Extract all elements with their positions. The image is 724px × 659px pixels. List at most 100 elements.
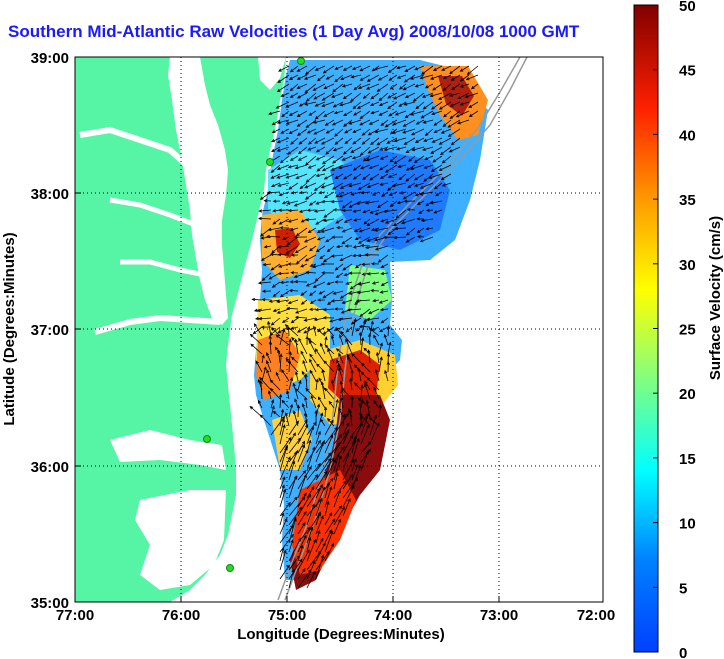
velocity-arrow <box>344 137 353 145</box>
velocity-arrow <box>296 404 301 418</box>
velocity-arrow <box>413 155 425 164</box>
velocity-arrow <box>330 164 344 171</box>
velocity-arrow <box>340 389 344 400</box>
velocity-arrow <box>369 414 377 436</box>
velocity-arrow <box>249 405 263 418</box>
velocity-arrow <box>333 453 340 472</box>
velocity-arrow <box>332 155 344 164</box>
velocity-arrow <box>280 128 290 134</box>
velocity-arrow <box>279 408 285 427</box>
york-river <box>120 259 206 278</box>
velocity-arrow <box>357 83 371 89</box>
velocity-arrow <box>297 549 310 571</box>
velocity-arrow <box>405 173 416 182</box>
velocity-arrow <box>381 191 389 197</box>
velocity-arrow <box>378 356 383 373</box>
velocity-arrow <box>279 328 286 346</box>
velocity-arrow <box>306 208 317 212</box>
velocity-arrow <box>430 164 443 172</box>
velocity-arrow <box>270 399 275 409</box>
colorbar-tick-label: 30 <box>679 257 696 274</box>
velocity-arrow <box>287 164 299 169</box>
velocity-arrow <box>339 290 353 299</box>
velocity-arrow <box>370 227 380 232</box>
velocity-arrow <box>306 538 317 562</box>
velocity-arrow <box>457 119 470 125</box>
velocity-arrow <box>338 191 353 198</box>
velocity-arrow <box>403 137 416 145</box>
velocity-arrow <box>324 512 333 526</box>
velocity-arrow <box>282 236 290 240</box>
velocity-arrow <box>352 209 362 213</box>
velocity-arrow <box>261 272 272 281</box>
velocity-arrow <box>279 524 294 544</box>
colorbar-tick-label: 40 <box>679 127 696 144</box>
velocity-arrow <box>438 137 452 145</box>
velocity-arrow <box>368 119 380 125</box>
velocity-arrow <box>321 155 335 165</box>
velocity-arrow <box>374 245 389 251</box>
velocity-arrow <box>414 137 425 143</box>
velocity-arrow <box>359 119 371 126</box>
velocity-arrow <box>371 191 380 196</box>
velocity-arrow <box>360 362 371 373</box>
velocity-arrow <box>333 110 344 115</box>
velocity-arrow <box>393 137 407 143</box>
velocity-arrow <box>334 280 343 284</box>
velocity-arrow <box>369 422 380 445</box>
velocity-arrow <box>432 65 443 71</box>
velocity-arrow <box>443 110 452 118</box>
velocity-arrow <box>330 200 344 204</box>
velocity-arrow <box>279 488 287 508</box>
velocity-arrow <box>342 434 354 454</box>
velocity-arrow <box>309 245 317 252</box>
velocity-arrow <box>342 477 359 499</box>
velocity-arrow <box>285 357 299 373</box>
velocity-arrow <box>298 209 308 213</box>
velocity-arrow <box>468 110 479 118</box>
velocity-arrow <box>316 164 326 172</box>
velocity-arrow <box>351 317 357 337</box>
x-axis-label: Longitude (Degrees:Minutes) <box>237 626 445 643</box>
velocity-arrow <box>297 534 307 553</box>
velocity-arrow <box>304 65 317 75</box>
velocity-arrow <box>372 298 380 303</box>
velocity-arrow <box>277 74 290 84</box>
velocity-arrow <box>325 146 335 155</box>
velocity-arrow <box>387 92 398 99</box>
velocity-arrow <box>275 371 281 382</box>
velocity-arrow <box>449 92 461 97</box>
velocity-arrow <box>312 119 326 124</box>
velocity-arrow <box>355 299 371 303</box>
velocity-arrow <box>442 119 452 128</box>
velocity-arrow <box>297 511 307 526</box>
velocity-arrow <box>339 254 353 261</box>
velocity-arrow <box>323 173 335 180</box>
velocity-arrow <box>325 128 335 134</box>
velocity-arrow <box>290 356 299 364</box>
velocity-arrow <box>345 326 353 333</box>
velocity-arrow <box>296 92 308 99</box>
velocity-arrow <box>398 101 407 107</box>
x-tick-label: 76:00 <box>162 607 200 624</box>
velocity-arrow <box>414 65 425 71</box>
velocity-arrow <box>314 307 326 312</box>
velocity-arrow <box>317 298 326 302</box>
velocity-arrow <box>383 146 398 151</box>
velocity-arrow <box>397 164 407 168</box>
velocity-arrow <box>258 317 272 321</box>
velocity-arrow <box>378 404 382 418</box>
velocity-arrow <box>324 485 333 508</box>
velocity-arrow <box>350 395 354 409</box>
velocity-arrow <box>348 119 362 125</box>
velocity-arrow <box>359 146 371 156</box>
velocity-arrow <box>296 65 308 72</box>
velocity-arrow <box>261 298 272 302</box>
velocity-arrow <box>373 65 389 71</box>
velocity-arrow <box>306 511 322 535</box>
velocity-arrow <box>279 547 285 562</box>
velocity-arrow <box>360 448 372 463</box>
velocity-arrow <box>306 325 311 337</box>
velocity-arrow <box>315 497 323 517</box>
colorbar-tick-label: 0 <box>679 645 687 659</box>
